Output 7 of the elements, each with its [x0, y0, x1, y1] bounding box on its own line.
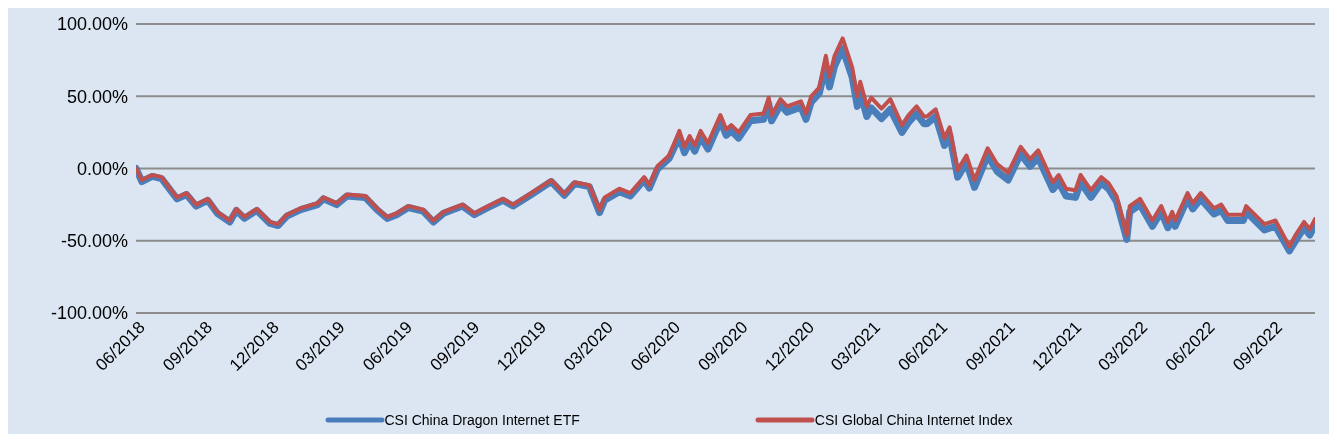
y-tick-label: 100.00%	[56, 14, 128, 35]
legend-label: CSI China Dragon Internet ETF	[384, 412, 580, 428]
y-tick-label: -100.00%	[50, 303, 128, 324]
y-tick-label: -50.00%	[60, 231, 128, 252]
y-tick-label: 50.00%	[66, 86, 128, 107]
legend-label: CSI Global China Internet Index	[814, 412, 1013, 428]
y-tick-label: 0.00%	[76, 158, 128, 179]
